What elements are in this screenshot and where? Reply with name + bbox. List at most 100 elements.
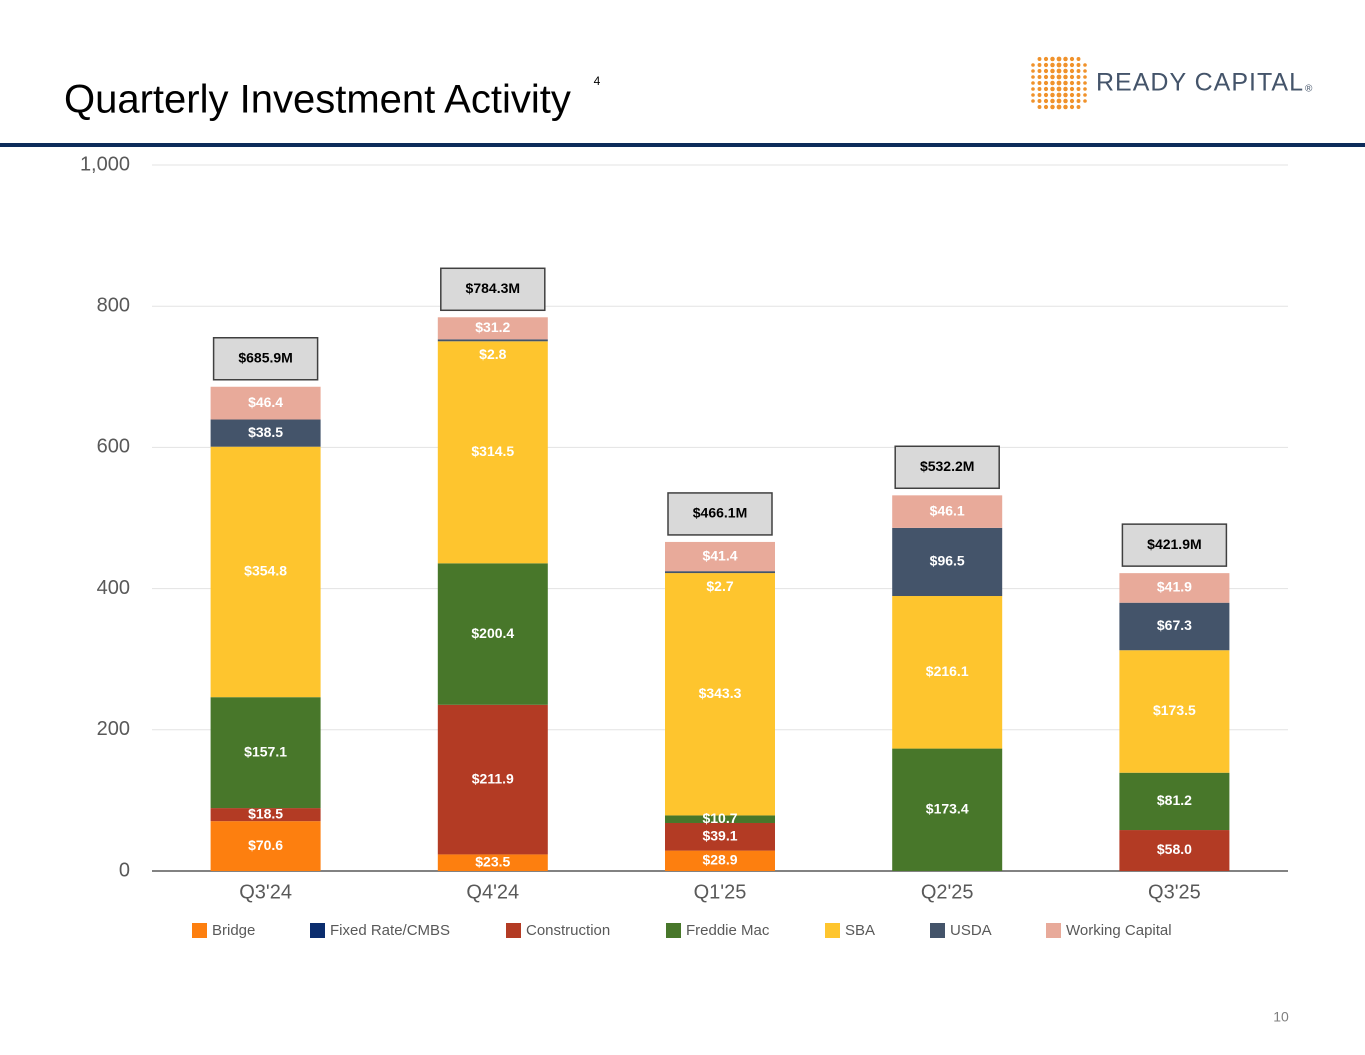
logo-dot — [1063, 74, 1068, 80]
logo-dot — [1031, 93, 1035, 97]
logo-dot — [1069, 92, 1075, 98]
logo-dot — [1037, 87, 1042, 91]
bar-segment — [665, 573, 775, 816]
data-label: $173.5 — [1153, 702, 1196, 718]
legend-label: Fixed Rate/CMBS — [330, 922, 450, 939]
logo-dot — [1063, 68, 1068, 74]
legend-swatch — [666, 923, 681, 938]
logo-dot — [1076, 63, 1081, 67]
logo-dot — [1043, 56, 1049, 62]
logo-dot — [1069, 80, 1075, 86]
logo-dot — [1037, 63, 1042, 67]
bar-segment — [210, 808, 321, 822]
page-number: 10 — [1273, 1009, 1289, 1025]
logo-dot — [1056, 80, 1062, 86]
data-label: $81.2 — [1157, 792, 1192, 808]
logo-dot — [1056, 92, 1062, 98]
legend-label: USDA — [950, 922, 992, 939]
data-label: $28.9 — [702, 852, 737, 868]
data-label: $31.2 — [475, 319, 510, 335]
logo-dot — [1069, 62, 1075, 68]
slide-title: Quarterly Investment Activity — [64, 78, 571, 122]
bar-segment — [437, 854, 548, 871]
total-box — [212, 337, 319, 381]
logo-text: READY CAPITAL — [1096, 69, 1304, 97]
bar-segment — [665, 541, 775, 572]
legend-label: Working Capital — [1066, 922, 1172, 939]
logo-dot — [1063, 98, 1068, 104]
logo-dot — [1050, 80, 1055, 86]
data-label: $46.1 — [930, 502, 965, 518]
bar-segment — [210, 446, 321, 698]
logo-dot — [1076, 75, 1081, 79]
data-label: $67.3 — [1157, 617, 1192, 633]
logo-dot — [1050, 86, 1055, 92]
logo-dot — [1076, 81, 1081, 85]
logo-dot — [1043, 68, 1049, 74]
bar-segment — [892, 596, 1003, 749]
logo-dot — [1056, 104, 1062, 110]
bar-segment — [1119, 602, 1230, 651]
logo-dot — [1076, 93, 1081, 97]
logo-dot — [1069, 98, 1075, 104]
data-label: $173.4 — [926, 800, 969, 816]
logo-dot — [1063, 56, 1068, 62]
legend-label: Bridge — [212, 922, 255, 939]
logo-dot — [1083, 93, 1087, 97]
bar-segment — [665, 822, 775, 851]
y-tick-label: 400 — [97, 577, 130, 599]
x-tick-label: Q3'25 — [1148, 881, 1201, 903]
y-tick-label: 800 — [97, 294, 130, 316]
bar-segment — [437, 341, 548, 564]
logo-dot — [1031, 99, 1035, 103]
total-box — [667, 492, 773, 536]
logo-dot — [1043, 86, 1049, 92]
logo-dot — [1043, 104, 1049, 110]
data-label: $23.5 — [475, 853, 510, 869]
total-label: $466.1M — [693, 505, 747, 521]
logo-dot — [1043, 92, 1049, 98]
logo-dot — [1037, 75, 1042, 79]
logo-dot — [1063, 92, 1068, 98]
bar-segment — [437, 317, 548, 340]
x-tick-label: Q1'25 — [694, 881, 747, 903]
total-label: $532.2M — [920, 458, 974, 474]
logo-dot — [1050, 98, 1055, 104]
legend-swatch — [1046, 923, 1061, 938]
logo-dot — [1050, 56, 1055, 62]
data-label: $343.3 — [699, 685, 742, 701]
footnote-ref: 4 — [594, 74, 601, 88]
bar-segment — [210, 386, 321, 420]
legend-label: Construction — [526, 922, 610, 939]
header-rule — [0, 143, 1365, 147]
logo-dot — [1056, 68, 1062, 74]
bar-segment — [892, 748, 1003, 871]
data-label: $58.0 — [1157, 841, 1192, 857]
logo-dot — [1056, 74, 1062, 80]
logo-dot — [1083, 81, 1087, 85]
logo-dot — [1076, 57, 1081, 61]
logo-dot — [1063, 62, 1068, 68]
total-box — [894, 445, 1000, 490]
x-tick-label: Q3'24 — [239, 881, 292, 903]
data-label: $10.7 — [702, 810, 737, 826]
data-label: $18.5 — [248, 805, 283, 821]
logo-dot — [1031, 87, 1035, 91]
bar-segment — [1119, 650, 1230, 773]
bar-segment — [1119, 830, 1230, 871]
total-box — [440, 267, 546, 312]
data-label: $314.5 — [471, 443, 514, 459]
legend-label: Freddie Mac — [686, 922, 770, 939]
legend-swatch — [506, 923, 521, 938]
data-label: $96.5 — [930, 553, 965, 569]
bar-segment — [665, 571, 775, 574]
y-tick-label: 200 — [97, 718, 130, 740]
logo-dot — [1031, 63, 1035, 67]
logo-dot — [1037, 57, 1042, 61]
logo-dot — [1031, 69, 1035, 73]
logo-dot — [1050, 74, 1055, 80]
logo-dot — [1083, 99, 1087, 103]
logo-dot — [1083, 87, 1087, 91]
logo-dot — [1063, 80, 1068, 86]
